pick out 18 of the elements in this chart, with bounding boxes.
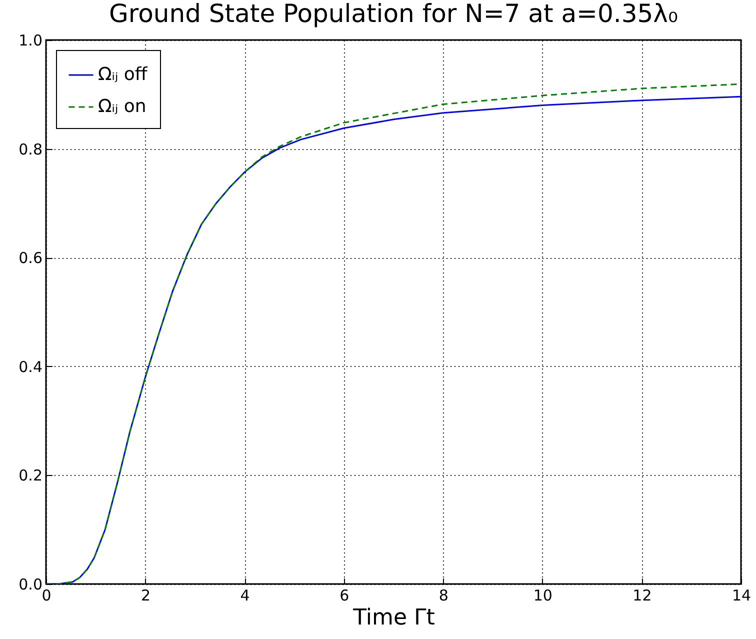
y-tick-label: 0.6 [18,249,42,268]
y-tick-label: 0.0 [18,576,42,594]
x-tick-label: 4 [240,586,250,604]
y-tick-label: 0.2 [18,466,42,485]
chart-title: Ground State Population for N=7 at a=0.35λ₀ [109,0,678,28]
x-axis-title: Time Γt [352,606,436,630]
x-tick-label: 2 [141,586,151,604]
x-tick-label: 8 [438,586,448,604]
x-tick-label: 12 [632,586,652,604]
x-tick-label: 14 [732,586,752,604]
y-tick-label: 1.0 [18,32,42,50]
legend-label: Ωᵢⱼ off [98,64,148,85]
x-tick-label: 6 [340,586,350,604]
x-tick-label: 10 [533,586,552,604]
x-tick-label: 0 [42,586,52,604]
y-tick-label: 0.8 [18,140,42,158]
y-tick-label: 0.4 [18,358,42,376]
legend-label: Ωᵢⱼ on [98,96,146,117]
